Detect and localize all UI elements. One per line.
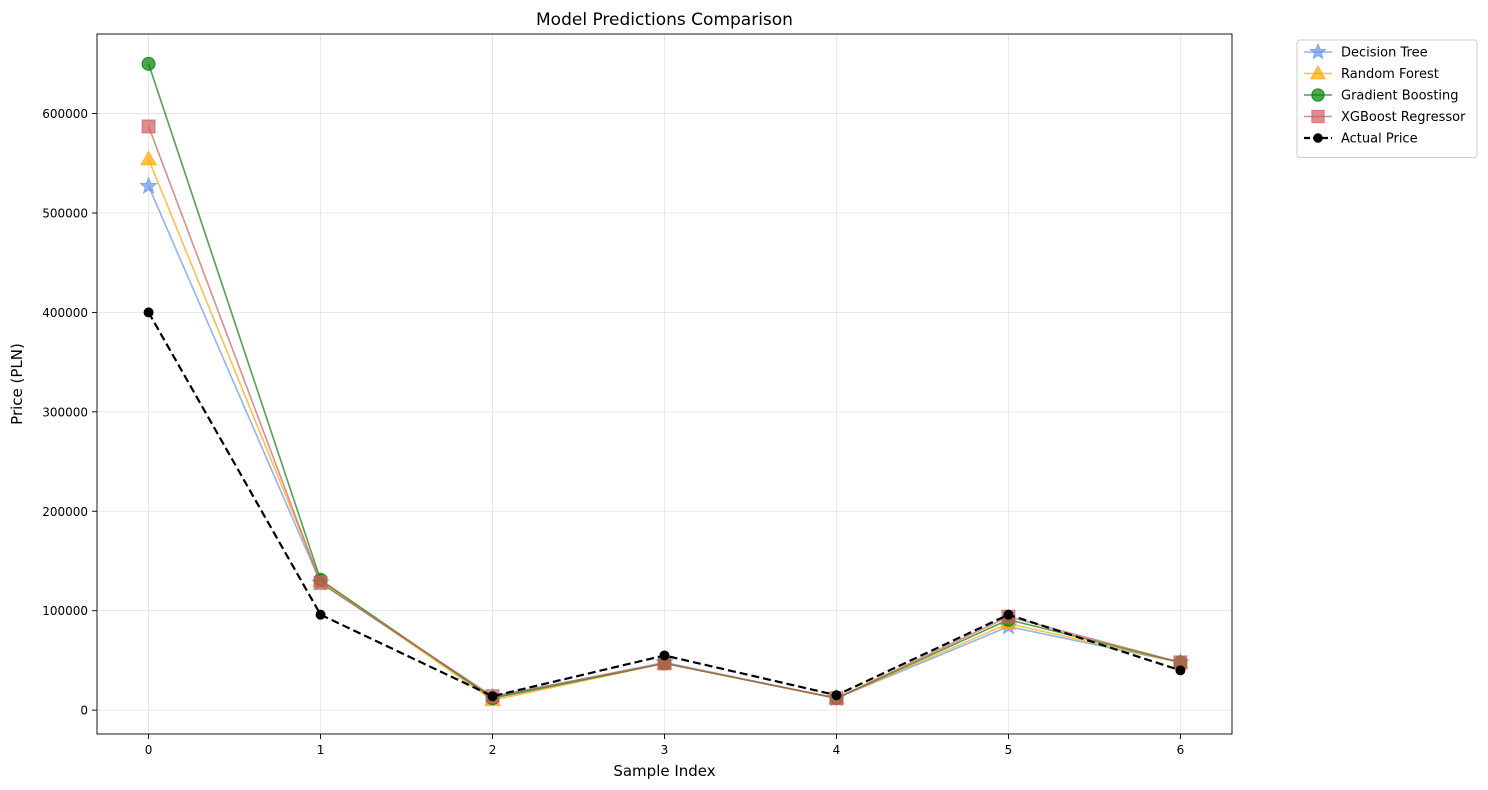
data-point — [139, 176, 159, 195]
x-tick-label: 6 — [1177, 743, 1185, 757]
legend-item: Random Forest — [1304, 64, 1439, 82]
data-point — [659, 650, 670, 661]
legend-label: XGBoost Regressor — [1341, 110, 1466, 125]
legend-marker — [1311, 88, 1325, 102]
y-tick-label: 600000 — [42, 107, 88, 121]
x-tick-label: 5 — [1005, 743, 1013, 757]
legend-label: Random Forest — [1341, 67, 1439, 82]
data-point — [1003, 609, 1014, 620]
legend-frame — [1296, 39, 1478, 158]
x-tick-label: 4 — [833, 743, 841, 757]
data-point — [487, 691, 498, 702]
x-axis-label: Sample Index — [613, 762, 715, 780]
legend-label: Decision Tree — [1341, 46, 1428, 61]
legend-item: XGBoost Regressor — [1304, 109, 1466, 125]
x-tick-label: 1 — [317, 743, 325, 757]
legend-label: Actual Price — [1341, 132, 1418, 147]
data-point — [143, 307, 154, 318]
legend: Decision Tree Random Forest Gradient Boost… — [1296, 39, 1478, 158]
data-point — [831, 690, 842, 701]
data-point — [313, 575, 328, 590]
chart-title: Model Predictions Comparison — [536, 10, 793, 30]
series-actual-price — [143, 307, 1186, 702]
data-point — [1175, 665, 1186, 676]
legend-marker — [1308, 42, 1328, 60]
x-tick-label: 2 — [489, 743, 497, 757]
legend-marker — [1313, 133, 1323, 143]
x-tick-label: 0 — [145, 743, 153, 757]
data-point — [141, 119, 156, 134]
series — [139, 56, 1190, 707]
y-tick-label: 400000 — [42, 306, 88, 320]
data-point — [141, 56, 156, 71]
x-tick-label: 3 — [661, 743, 669, 757]
legend-label: Gradient Boosting — [1341, 89, 1459, 104]
y-tick-label: 300000 — [42, 405, 88, 419]
y-axis-label: Price (PLN) — [8, 343, 26, 425]
data-point — [140, 150, 158, 166]
legend-item: Actual Price — [1304, 132, 1418, 147]
axis-ticks: 0 1 2 3 4 5 6 0 100000 200000 300000 400000 500000 60… — [42, 107, 1184, 757]
grid — [97, 34, 1232, 734]
legend-marker — [1309, 64, 1327, 80]
data-point — [315, 609, 326, 620]
y-tick-label: 200000 — [42, 505, 88, 519]
y-tick-label: 500000 — [42, 206, 88, 220]
legend-marker — [1311, 109, 1325, 124]
y-tick-label: 100000 — [42, 604, 88, 618]
legend-item: Decision Tree — [1304, 42, 1428, 61]
legend-item: Gradient Boosting — [1304, 88, 1459, 104]
y-tick-label: 0 — [80, 704, 88, 718]
